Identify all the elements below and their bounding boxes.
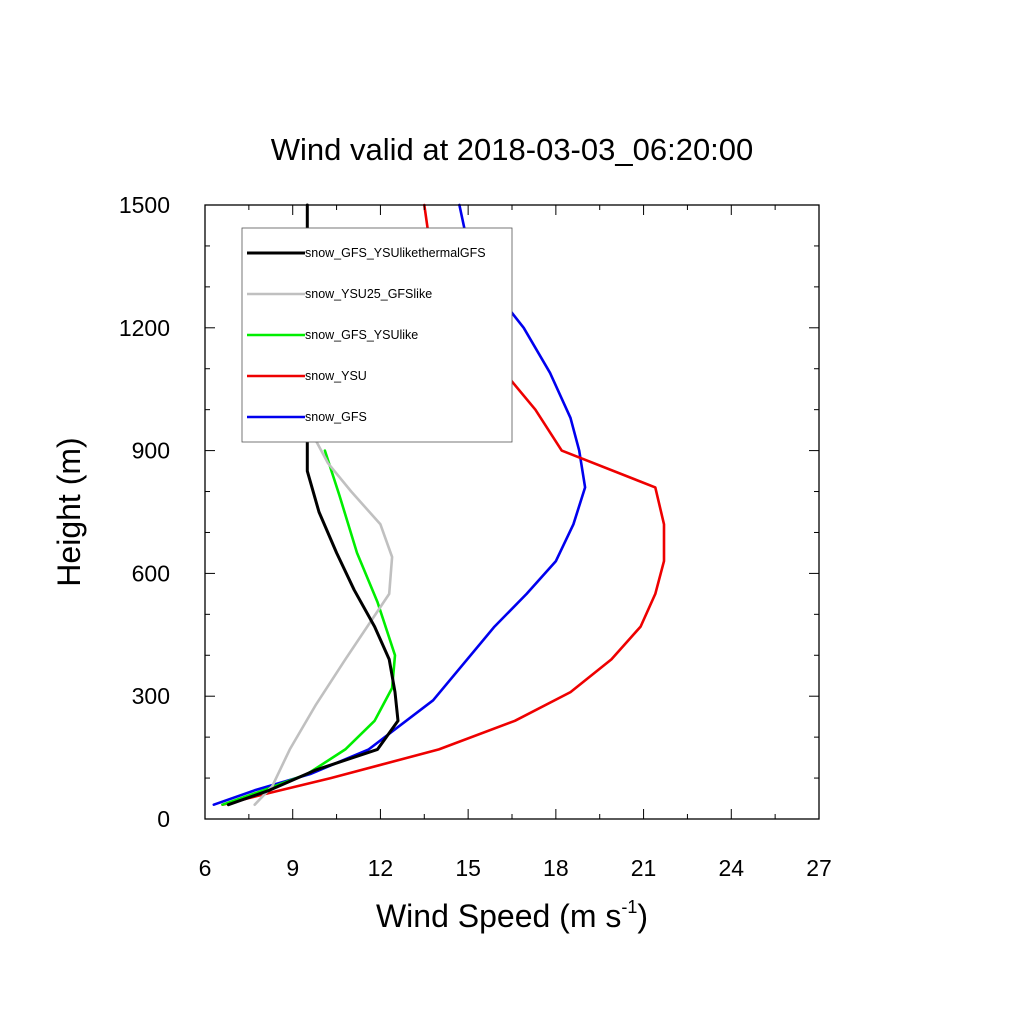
legend-label-snow-gfs-ysulikethermalgfs: snow_GFS_YSUlikethermalGFS xyxy=(305,246,486,260)
y-tick-label: 600 xyxy=(132,560,170,586)
legend: snow_GFS_YSUlikethermalGFS snow_YSU25_GFS… xyxy=(241,227,513,443)
x-axis-label-end: ) xyxy=(637,898,648,934)
x-tick-label: 18 xyxy=(543,855,569,881)
y-tick-label: 300 xyxy=(132,683,170,709)
series-line-snow-ysu25-gfslike xyxy=(253,408,394,807)
chart-title: Wind valid at 2018-03-03_06:20:00 xyxy=(271,132,754,167)
x-tick-labels: 6 9 12 15 18 21 24 27 xyxy=(199,855,832,881)
y-tick-label: 1500 xyxy=(119,192,170,218)
legend-label-snow-gfs-ysulike: snow_GFS_YSUlike xyxy=(305,328,418,342)
legend-label-snow-ysu25-gfslike: snow_YSU25_GFSlike xyxy=(305,287,432,301)
y-axis-label: Height (m) xyxy=(51,437,87,586)
x-tick-label: 24 xyxy=(718,855,744,881)
x-tick-label: 12 xyxy=(368,855,394,881)
x-tick-label: 27 xyxy=(806,855,832,881)
y-tick-label: 900 xyxy=(132,438,170,464)
tick-marks xyxy=(204,204,820,820)
y-tick-label: 1200 xyxy=(119,315,170,341)
x-axis-label: Wind Speed (m s-1) xyxy=(376,897,648,934)
x-tick-label: 15 xyxy=(455,855,481,881)
x-axis-label-superscript: -1 xyxy=(621,897,637,917)
y-tick-label: 0 xyxy=(157,806,170,832)
y-tick-labels: 0 300 600 900 1200 1500 xyxy=(119,192,170,832)
legend-label-snow-ysu: snow_YSU xyxy=(305,369,367,383)
legend-label-snow-gfs: snow_GFS xyxy=(305,410,367,424)
x-tick-label: 6 xyxy=(199,855,212,881)
x-tick-label: 9 xyxy=(286,855,299,881)
x-tick-label: 21 xyxy=(631,855,657,881)
